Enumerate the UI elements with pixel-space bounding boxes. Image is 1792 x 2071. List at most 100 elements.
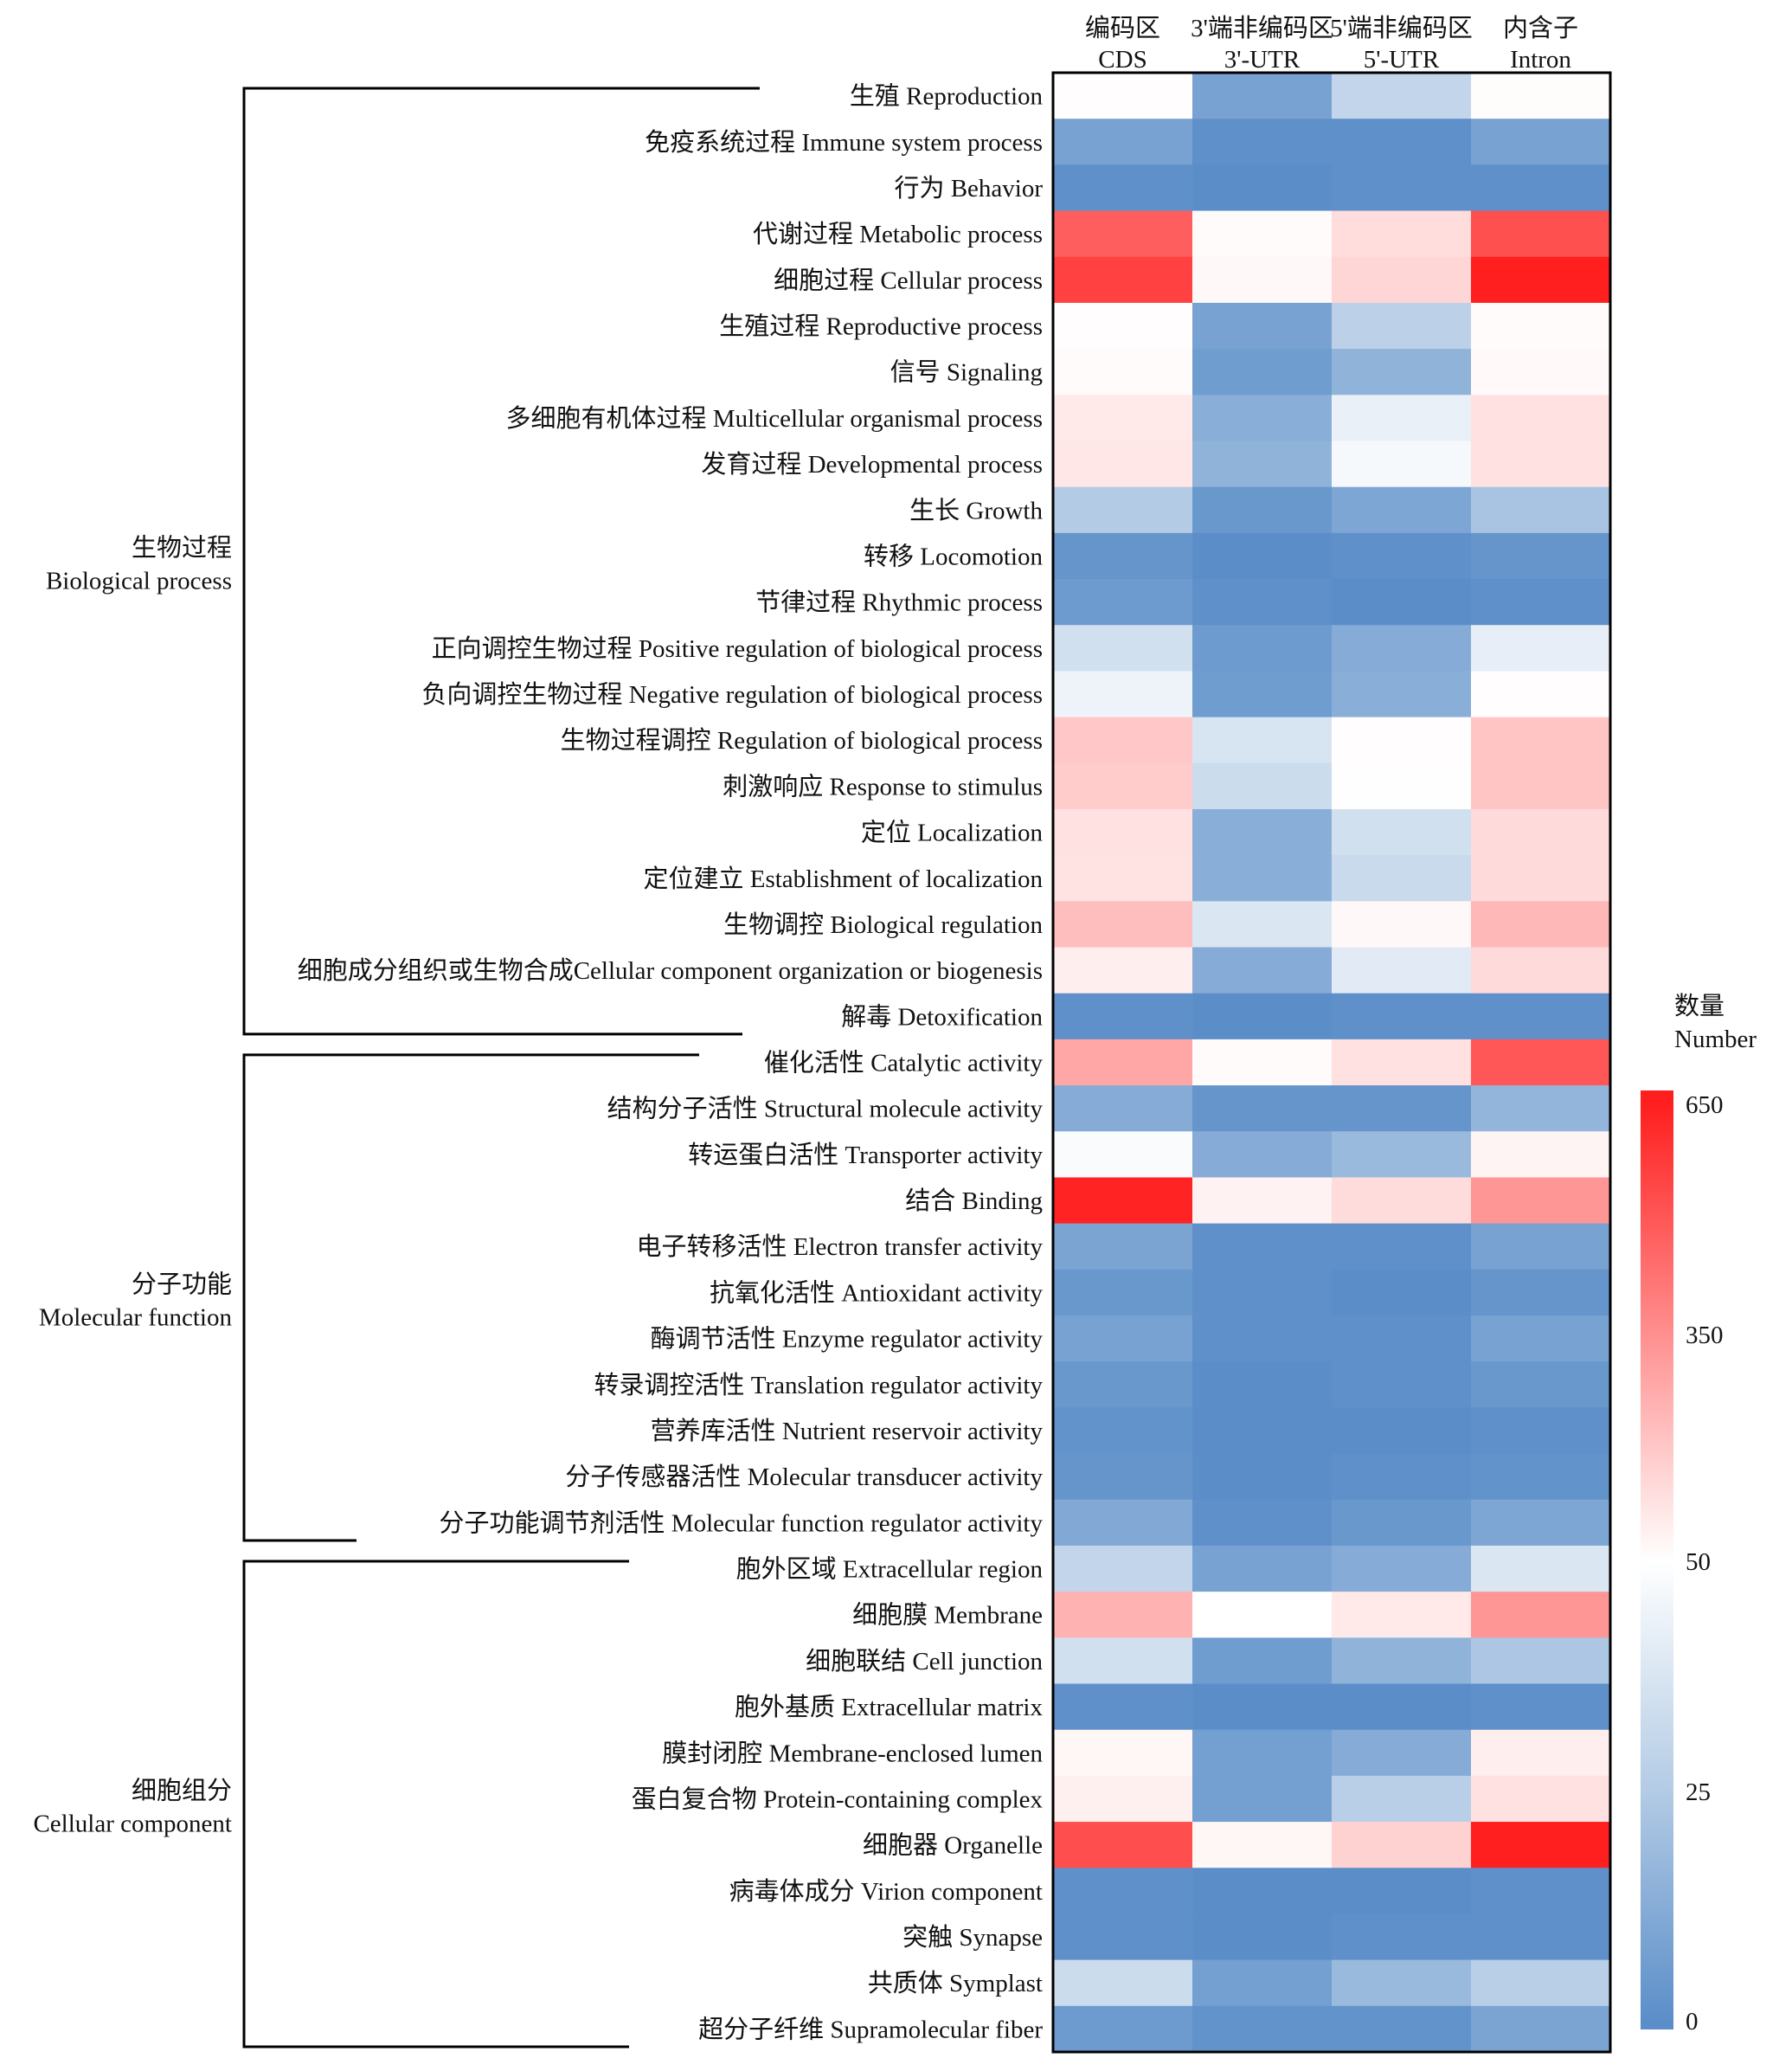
heatmap-cell: [1053, 1407, 1193, 1455]
heatmap-cell: [1192, 441, 1333, 488]
heatmap-cell: [1471, 1223, 1611, 1270]
row-label: 免疫系统过程 Immune system process: [645, 128, 1043, 157]
row-label: 生殖 Reproduction: [850, 82, 1044, 111]
row-label: 胞外基质 Extracellular matrix: [735, 1693, 1043, 1721]
heatmap-cell: [1471, 486, 1611, 534]
heatmap-cell: [1332, 1223, 1472, 1270]
heatmap-cell: [1332, 1868, 1472, 1915]
heatmap-cell: [1192, 1039, 1333, 1086]
heatmap-cell: [1332, 302, 1472, 350]
colorbar-tick-label: 350: [1686, 1322, 1724, 1349]
row-label: 刺激响应 Response to stimulus: [723, 772, 1043, 801]
heatmap-cell: [1471, 1315, 1611, 1362]
heatmap-cell: [1332, 579, 1472, 626]
heatmap-cell: [1192, 395, 1333, 442]
heatmap-cell: [1192, 808, 1333, 856]
heatmap-cell: [1192, 532, 1333, 580]
row-label: 分子功能调节剂活性 Molecular function regulator a…: [440, 1508, 1044, 1537]
heatmap-cell: [1053, 349, 1193, 396]
heatmap-cell: [1332, 762, 1472, 810]
heatmap-cell: [1053, 2005, 1193, 2053]
row-label: 细胞过程 Cellular process: [774, 266, 1043, 294]
heatmap-cell: [1053, 1822, 1193, 1868]
heatmap-cell: [1332, 671, 1472, 718]
heatmap-cell: [1332, 1637, 1472, 1685]
heatmap-cell: [1053, 579, 1193, 626]
column-label-en: 5'-UTR: [1364, 46, 1440, 74]
column-label-en: Intron: [1510, 46, 1571, 74]
row-label: 结构分子活性 Structural molecule activity: [607, 1095, 1044, 1123]
row-label: 定位 Localization: [861, 819, 1044, 847]
heatmap-cell: [1053, 1592, 1193, 1638]
row-label: 生长 Growth: [909, 496, 1043, 524]
heatmap-cell: [1332, 808, 1472, 856]
heatmap-cell: [1332, 1361, 1472, 1408]
heatmap-cell: [1471, 1039, 1611, 1086]
heatmap-cell: [1332, 1775, 1472, 1823]
heatmap-cell: [1332, 1545, 1472, 1592]
heatmap-cell: [1471, 1269, 1611, 1316]
column-label-zh: 5'端非编码区: [1330, 14, 1473, 42]
heatmap-cell: [1192, 1223, 1333, 1270]
colorbar-title-en: Number: [1674, 1026, 1757, 1053]
heatmap-cell: [1471, 1868, 1611, 1915]
row-label: 发育过程 Developmental process: [701, 450, 1043, 479]
column-label-en: CDS: [1098, 46, 1146, 74]
heatmap-cell: [1192, 901, 1333, 949]
heatmap-cell: [1053, 1499, 1193, 1547]
heatmap-cell: [1332, 1729, 1472, 1777]
heatmap-cell: [1192, 1361, 1333, 1408]
group-label-zh: 分子功能: [132, 1270, 232, 1298]
row-label: 细胞器 Organelle: [863, 1831, 1043, 1860]
heatmap-cell: [1471, 625, 1611, 672]
heatmap-cell: [1192, 256, 1333, 304]
row-label: 转运蛋白活性 Transporter activity: [688, 1141, 1043, 1169]
row-label: 定位建立 Establishment of localization: [644, 865, 1044, 893]
row-label: 信号 Signaling: [890, 358, 1043, 387]
colorbar-tick-label: 0: [1686, 2008, 1699, 2036]
heatmap-cell: [1332, 717, 1472, 764]
heatmap-cell: [1053, 1637, 1193, 1685]
heatmap-cell: [1053, 1729, 1193, 1777]
heatmap-cell: [1332, 441, 1472, 488]
group-label-en: Molecular function: [39, 1303, 233, 1331]
heatmap-cell: [1471, 1545, 1611, 1592]
heatmap-cell: [1053, 73, 1193, 119]
heatmap-cell: [1332, 1499, 1472, 1547]
category-brackets: 生物过程 Biological process 分子功能 Molecular func…: [33, 87, 760, 2048]
heatmap-cell: [1471, 73, 1611, 119]
row-label: 细胞联结 Cell junction: [806, 1647, 1043, 1675]
heatmap-cell: [1471, 256, 1611, 304]
heatmap-cell: [1332, 1822, 1472, 1868]
heatmap-cell: [1471, 1913, 1611, 1961]
heatmap-cell: [1332, 1959, 1472, 2007]
heatmap-cell: [1332, 1039, 1472, 1086]
heatmap-cell: [1332, 1131, 1472, 1179]
heatmap-cell: [1332, 1913, 1472, 1961]
heatmap-cell: [1471, 119, 1611, 165]
heatmap-border: [1051, 71, 1612, 2054]
heatmap-cell: [1471, 1959, 1611, 2007]
heatmap-cell: [1053, 1223, 1193, 1270]
heatmap-cell: [1053, 671, 1193, 718]
row-label: 解毒 Detoxification: [841, 1002, 1043, 1031]
heatmap-cell: [1192, 164, 1333, 212]
row-label: 酶调节活性 Enzyme regulator activity: [651, 1325, 1044, 1354]
heatmap-cell: [1471, 993, 1611, 1040]
row-label: 生物调控 Biological regulation: [723, 910, 1043, 939]
heatmap-cell: [1332, 1177, 1472, 1225]
heatmap-cell: [1192, 855, 1333, 902]
heatmap-cell: [1471, 1407, 1611, 1455]
heatmap-cell: [1053, 210, 1193, 258]
row-label: 负向调控生物过程 Negative regulation of biologic…: [421, 680, 1043, 709]
row-label: 分子传感器活性 Molecular transducer activity: [565, 1463, 1043, 1491]
heatmap-cell: [1053, 625, 1193, 672]
heatmap-cells: [1053, 73, 1611, 2053]
column-label-en: 3'-UTR: [1224, 46, 1301, 74]
heatmap-cell: [1332, 993, 1472, 1040]
row-label: 膜封闭腔 Membrane-enclosed lumen: [662, 1739, 1043, 1767]
heatmap-cell: [1471, 1131, 1611, 1179]
heatmap-cell: [1332, 119, 1472, 165]
colorbar-tick-label: 25: [1686, 1778, 1711, 1806]
